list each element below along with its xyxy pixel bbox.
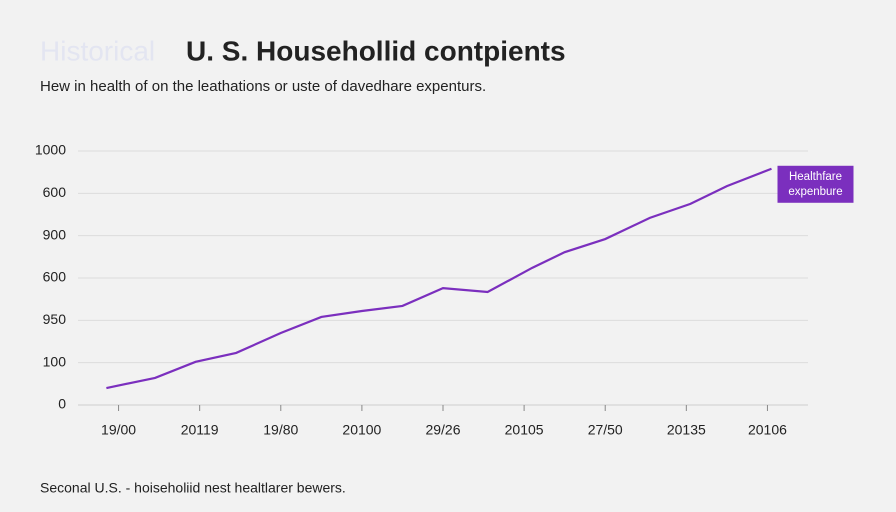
annotation-text: expenbure [788,186,842,198]
y-tick-label: 1000 [35,142,66,158]
x-tick-label: 27/50 [588,422,623,438]
x-tick-label: 20135 [667,422,706,438]
title-prefix: Historical [40,35,155,66]
y-tick-label: 600 [43,184,67,200]
chart-title: U. S. Househollid contpients [186,35,566,66]
y-tick-label: 950 [43,311,67,327]
x-tick-label: 20119 [181,422,219,438]
y-tick-label: 900 [43,226,67,242]
annotation-text: Healthfare [789,171,842,183]
line [106,167,772,390]
x-tick-label: 20105 [505,422,544,438]
annotation-box [777,165,854,203]
x-tick-label: 19/80 [263,422,298,438]
x-tick-label: 20106 [748,422,787,438]
footnote: Seconal U.S. - hoiseholiid nest healtlar… [40,480,346,496]
subtitle: Hew in health of on the leathations or u… [40,78,486,95]
y-tick-label: 100 [43,353,67,369]
x-tick-label: 19/00 [101,422,136,438]
y-tick-label: 600 [43,269,67,285]
x-tick-label: 20100 [342,422,381,438]
x-tick-label: 29/26 [425,422,460,438]
y-tick-label: 0 [58,396,66,412]
